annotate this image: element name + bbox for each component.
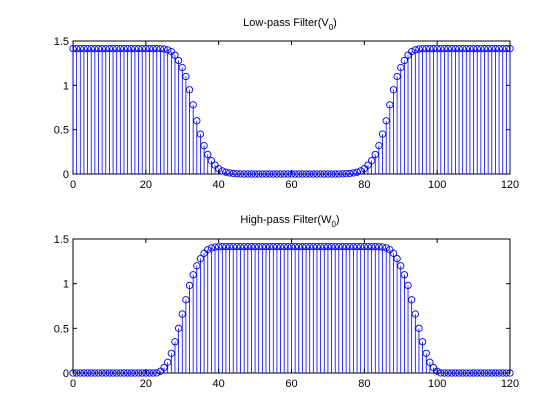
x-tick-label: 80 — [358, 179, 370, 191]
x-tick-label: 0 — [70, 179, 76, 191]
x-tick-label: 100 — [428, 179, 446, 191]
x-tick-label: 100 — [428, 378, 446, 390]
subplot-bottom: High-pass Filter(W0) 0 20 40 60 80 100 120 0 0.5… — [54, 214, 519, 390]
x-tick-label: 60 — [285, 378, 297, 390]
x-tick-label: 40 — [213, 179, 225, 191]
x-tick-label: 120 — [501, 378, 519, 390]
x-tick-label: 120 — [501, 179, 519, 191]
plot-title: High-pass Filter(W0) — [240, 214, 339, 229]
y-tick-label: 0 — [63, 368, 69, 380]
plot-title-close: ) — [333, 17, 337, 29]
stem-series — [70, 243, 513, 376]
subplot-top: Low-pass Filter(V0) 0 20 40 60 80 100 120 0 0.5 1… — [54, 17, 519, 191]
x-tick-label: 0 — [70, 378, 76, 390]
x-tick-label: 20 — [140, 179, 152, 191]
plot-title: Low-pass Filter(V0) — [243, 17, 337, 32]
y-tick-label: 1 — [63, 80, 69, 92]
y-tick-label: 1.5 — [54, 36, 69, 48]
x-tick-label: 40 — [213, 378, 225, 390]
y-tick-label: 1.5 — [54, 234, 69, 246]
y-tick-label: 1 — [63, 279, 69, 291]
x-tick-label: 60 — [285, 179, 297, 191]
x-tick-label: 80 — [358, 378, 370, 390]
y-tick-label: 0.5 — [54, 323, 69, 335]
x-tick-label: 20 — [140, 378, 152, 390]
stem-series — [70, 45, 513, 177]
plot-title-close: ) — [336, 214, 340, 226]
y-tick-label: 0.5 — [54, 125, 69, 137]
y-tick-label: 0 — [63, 169, 69, 181]
